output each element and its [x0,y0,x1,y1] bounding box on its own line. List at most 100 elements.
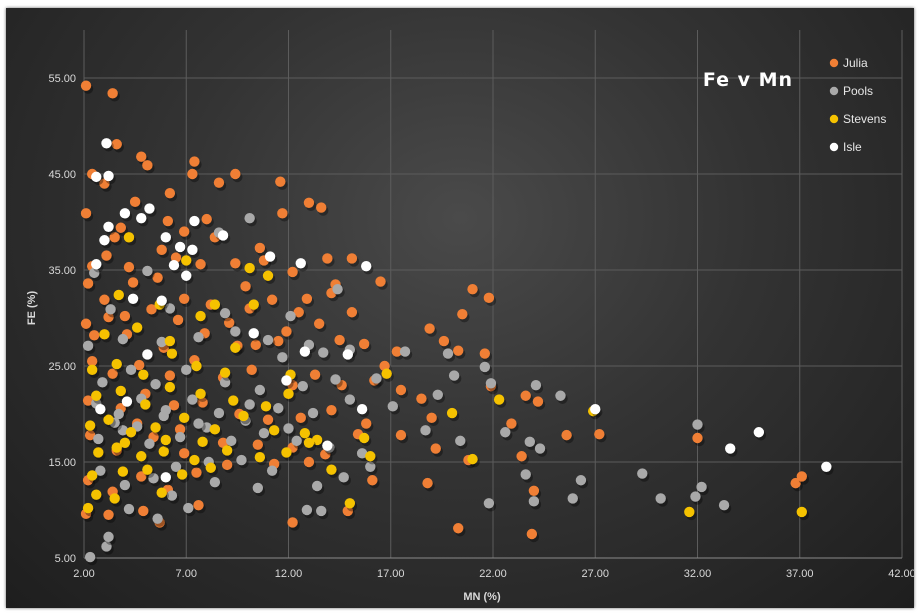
data-point [93,433,104,445]
data-point [201,213,212,225]
data-point [113,408,124,420]
data-point [303,197,315,208]
data-point [91,259,102,270]
data-point [164,303,176,314]
data-point [172,314,184,326]
legend-item-pools: Pools [829,84,873,98]
data-point [483,498,495,509]
data-point [555,390,566,401]
data-point [136,471,147,482]
data-point [209,476,221,488]
data-point [191,467,202,478]
data-point [356,448,368,459]
data-point [179,226,190,237]
data-point [309,369,321,380]
data-point [796,471,807,482]
data-point [416,393,427,404]
data-point [655,493,666,504]
data-point [181,270,192,281]
data-point [193,418,204,429]
y-tick-label: 35.00 [48,265,76,277]
legend-marker [829,114,839,124]
data-point [197,397,208,408]
data-point [148,473,159,484]
data-point [485,378,497,389]
data-point [500,427,511,438]
data-point [160,232,171,243]
data-point [111,139,122,150]
data-point [230,326,241,337]
data-point [140,399,151,410]
data-point [179,448,190,459]
data-point [442,348,454,359]
data-point [262,270,274,281]
data-point [516,451,527,462]
data-point [299,346,311,357]
data-point [332,284,343,295]
data-point [187,244,198,256]
data-point [432,389,443,400]
data-point [119,208,131,219]
data-point [219,367,231,378]
data-point [205,462,216,473]
data-point [420,425,431,436]
data-point [117,466,129,477]
data-point [156,487,167,498]
data-point [457,308,468,320]
legend-label: Isle [843,140,862,154]
data-point [176,469,188,480]
data-point [115,385,127,397]
data-point [295,412,306,424]
data-point [230,258,241,269]
data-point [311,434,323,446]
data-point [101,250,112,261]
data-point [119,310,131,322]
data-point [115,222,127,233]
data-point [103,531,114,543]
data-point [338,472,349,483]
data-point [293,307,304,318]
data-point [244,399,255,410]
data-point [164,370,176,381]
data-point [113,289,124,301]
data-point [117,425,129,436]
data-point [138,505,149,517]
x-tick-labels: 2.00 7.00 12.00 17.00 22.00 27.00 32.00 37.00 42… [73,568,914,580]
data-point [365,461,376,472]
data-point [228,395,239,406]
data-point [209,424,221,435]
data-point [268,425,280,436]
data-point [692,432,703,444]
data-point [448,370,460,381]
data-point [82,278,94,289]
data-point [150,379,161,390]
data-point [375,276,386,287]
data-point [164,335,176,347]
data-point [424,323,435,334]
legend-marker [829,142,839,152]
legend-label: Pools [843,84,873,98]
series-pools [82,212,732,566]
legend-item-stevens: Stevens [829,112,886,126]
data-point [82,395,94,406]
series-stevens [82,232,809,521]
x-tick-label: 22.00 [479,568,507,580]
data-point [189,454,200,466]
y-tick-label: 15.00 [48,457,76,469]
data-point [395,384,407,396]
data-point [356,404,368,415]
x-tick-label: 37.00 [786,568,814,580]
data-point [103,221,114,232]
data-point [796,506,807,518]
data-point [283,423,294,434]
x-tick-label: 17.00 [377,568,405,580]
data-point [217,230,229,241]
data-point [99,178,110,189]
data-point [446,407,458,419]
data-point [195,388,206,400]
data-point [183,502,194,514]
data-point [119,437,131,448]
data-point [520,390,531,401]
data-point [637,468,648,479]
data-point [93,447,104,458]
